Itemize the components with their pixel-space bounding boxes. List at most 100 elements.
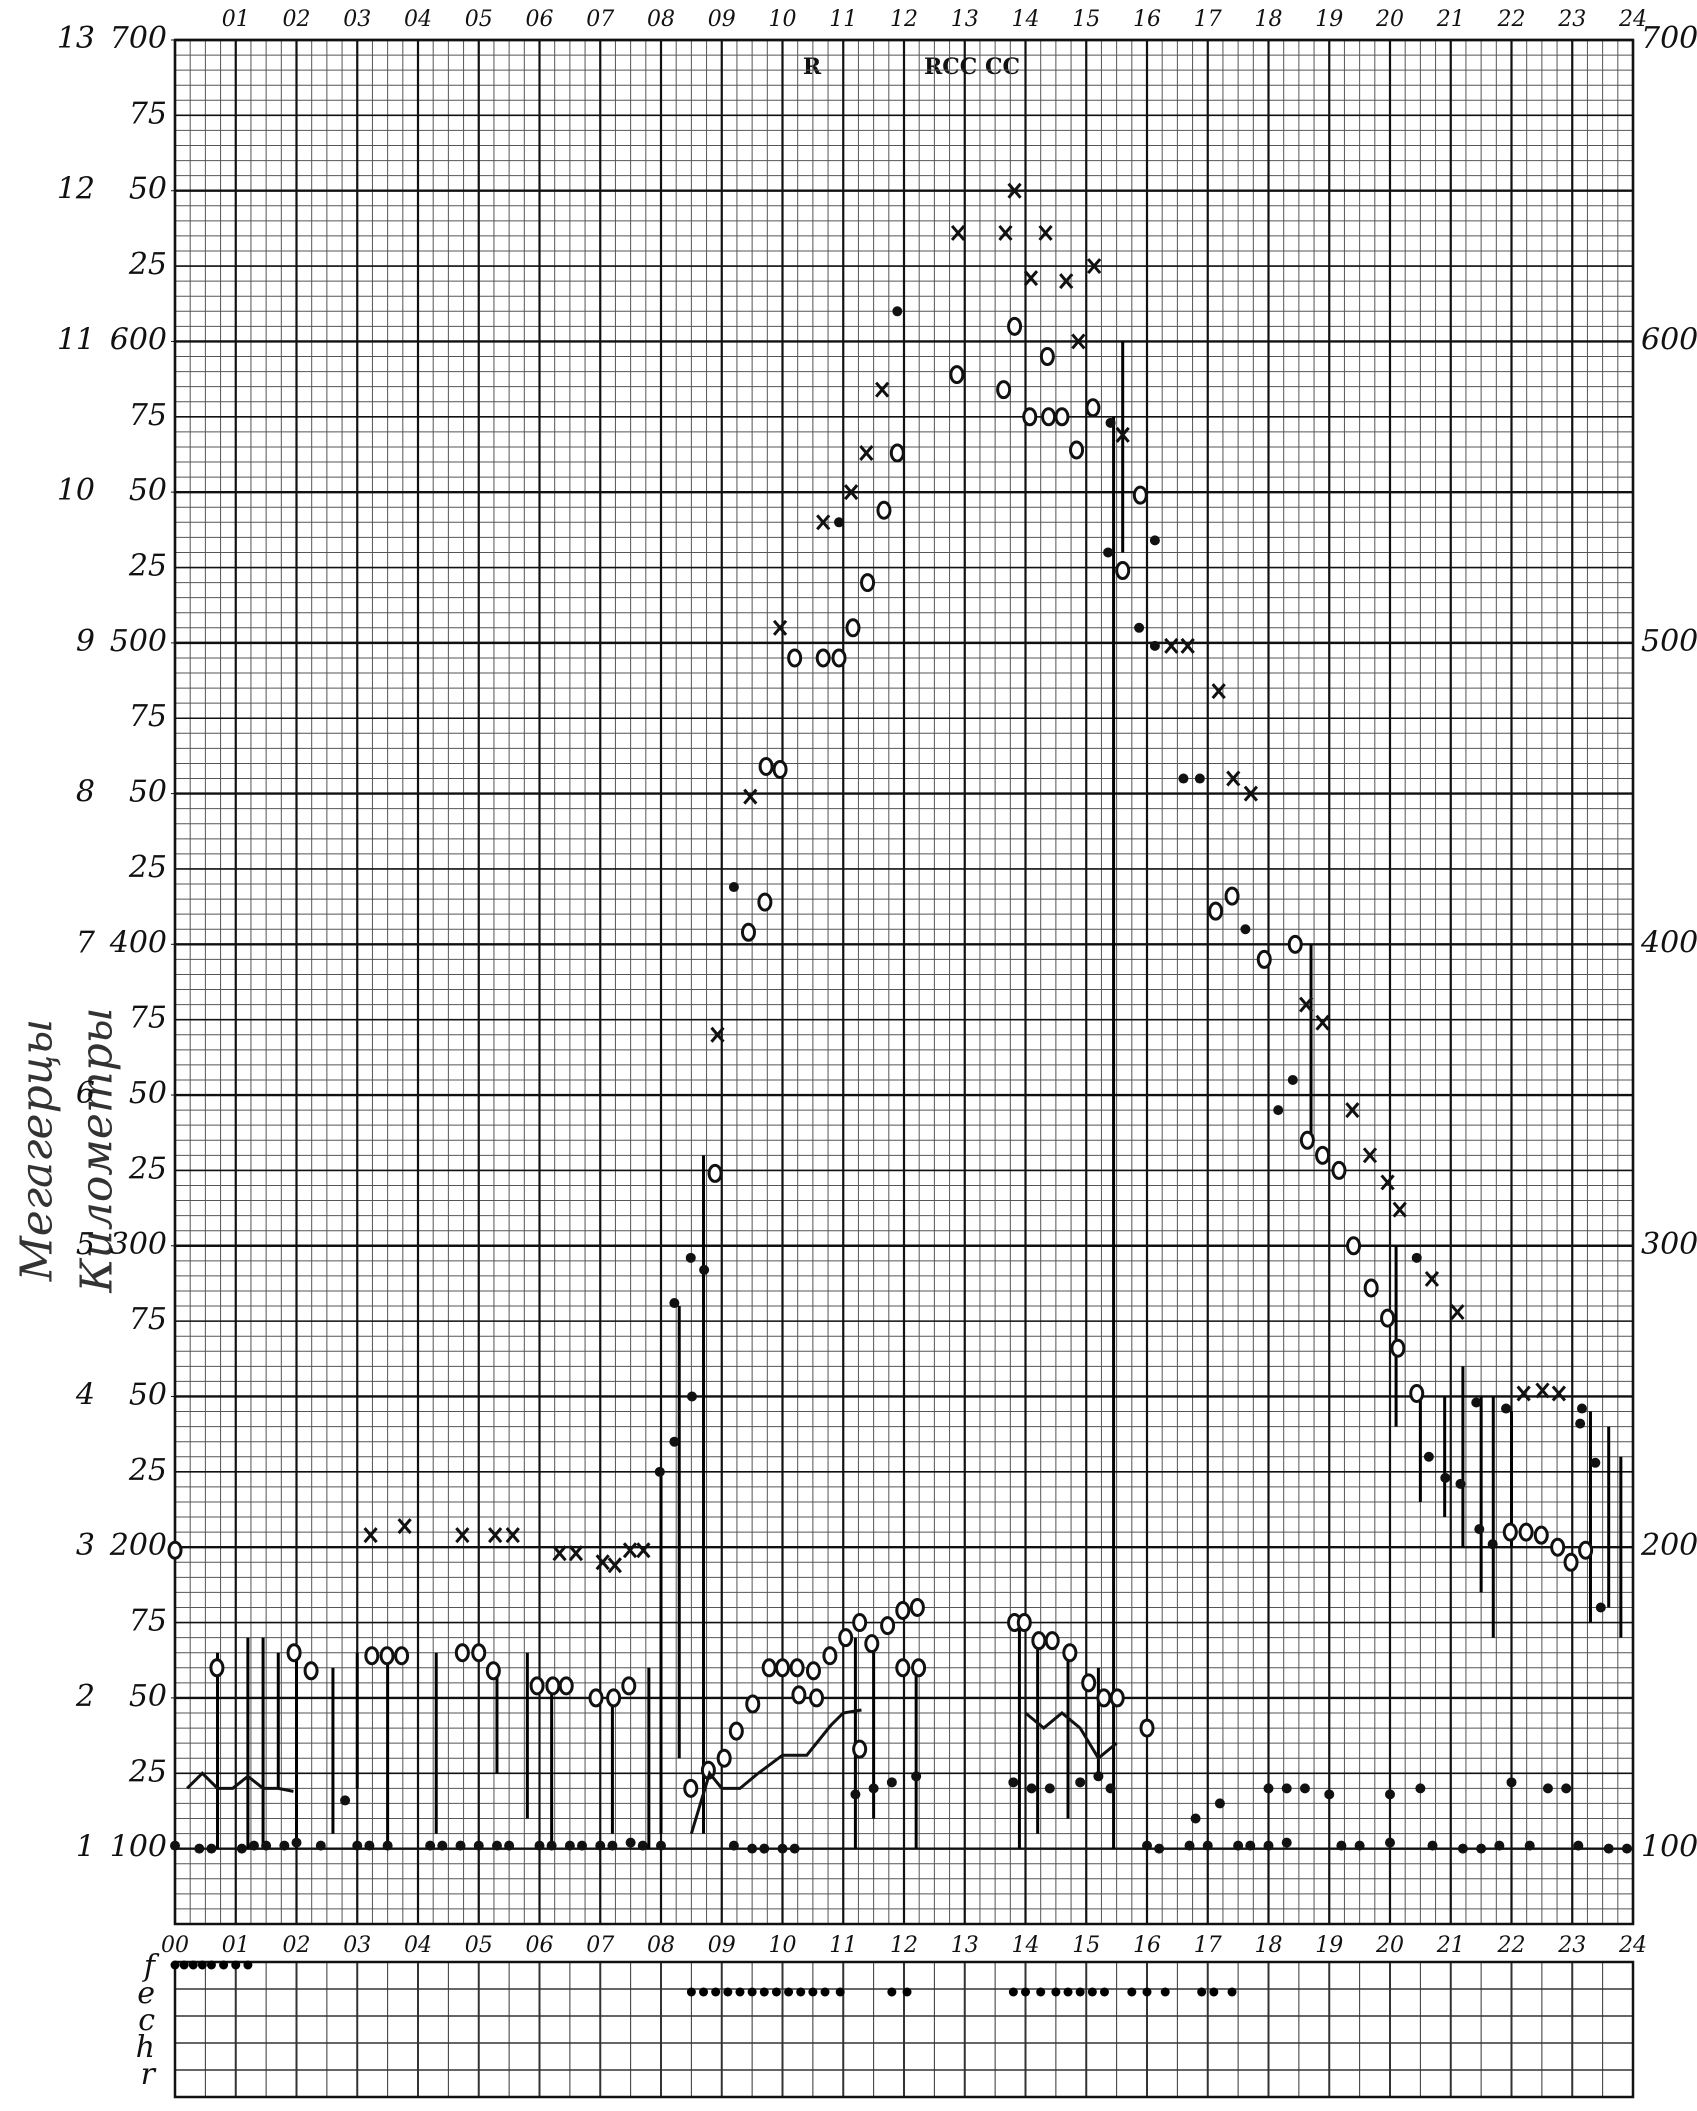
y-tick-label-right: 200 (1640, 1528, 1697, 1563)
y2-tick-label: 9 (76, 624, 95, 659)
circle-marker (789, 1658, 805, 1678)
circle-marker (1256, 949, 1272, 969)
dot-marker (1411, 1252, 1422, 1263)
cross-marker (1087, 258, 1102, 275)
cross-marker (1424, 1270, 1440, 1287)
dot-marker (637, 1840, 648, 1851)
dot-marker (833, 517, 844, 528)
strip-mark (735, 1987, 745, 1997)
circle-marker (775, 1658, 790, 1678)
x-tick-label: 08 (647, 1933, 675, 1958)
x-tick-label: 01 (222, 1933, 250, 1958)
x-tick-label: 23 (1557, 1933, 1586, 1958)
dot-marker (1214, 1798, 1225, 1809)
x-tick-label-top: 20 (1375, 7, 1404, 32)
dot-marker (1576, 1403, 1587, 1414)
circle-marker (1208, 901, 1224, 921)
strip-mark (1087, 1987, 1097, 1997)
circle-marker (1022, 407, 1038, 427)
cross-marker (568, 1545, 584, 1562)
circle-marker (716, 1748, 732, 1768)
dot-marker (1105, 417, 1116, 428)
x-tick-label-top: 22 (1497, 7, 1526, 32)
dot-marker (777, 1843, 788, 1854)
circle-marker (1563, 1552, 1579, 1572)
strip-mark (179, 1960, 189, 1970)
circle-marker (1409, 1383, 1425, 1403)
y-tick-label: 75 (129, 699, 167, 734)
dot-marker (1103, 547, 1114, 558)
y2-tick-label: 13 (57, 21, 95, 56)
dot-marker (1287, 1074, 1298, 1085)
y-tick-label-right: 400 (1640, 925, 1697, 960)
x-tick-label-top: 03 (343, 7, 371, 32)
y2-tick-label: 11 (57, 322, 95, 357)
strip-mark (747, 1987, 757, 1997)
strip-mark (1021, 1987, 1030, 1997)
x-tick-label: 15 (1072, 1933, 1100, 1958)
dot-marker (1233, 1840, 1244, 1851)
cross-marker (552, 1545, 567, 1562)
dot-marker (1524, 1840, 1535, 1851)
circle-marker (485, 1661, 501, 1681)
y-tick-label: 300 (110, 1227, 167, 1262)
x-tick-label-top: 13 (951, 7, 979, 32)
circle-marker (805, 1661, 821, 1681)
dot-marker (686, 1391, 697, 1402)
dot-marker (1178, 773, 1189, 784)
dot-marker (564, 1840, 575, 1851)
y2-tick-label: 7 (76, 925, 96, 960)
dot-marker (1324, 1789, 1335, 1800)
dot-marker (1202, 1840, 1213, 1851)
strip-mark (820, 1987, 830, 1997)
cross-marker (595, 1554, 610, 1571)
y-axis-title: Мегагерцы (12, 1019, 63, 1283)
y2-tick-label: 1 (76, 1830, 95, 1865)
dot-marker (534, 1840, 545, 1851)
dot-marker (1154, 1843, 1165, 1854)
dot-marker (1134, 622, 1145, 633)
circle-marker (558, 1676, 574, 1696)
cross-marker (363, 1527, 378, 1544)
dot-marker (1026, 1783, 1037, 1794)
x-tick-label-top: 18 (1255, 7, 1283, 32)
circle-marker (860, 573, 876, 593)
x-tick-label-top: 06 (526, 7, 554, 32)
cross-marker (636, 1542, 651, 1559)
circle-marker (1380, 1308, 1396, 1328)
dot-marker (248, 1840, 259, 1851)
dot-marker (382, 1840, 393, 1851)
circle-marker (728, 1721, 744, 1741)
circle-marker (852, 1739, 868, 1759)
circle-marker (1533, 1525, 1549, 1545)
dot-marker (656, 1840, 666, 1851)
circle-marker (1315, 1145, 1331, 1165)
dot-marker (1273, 1105, 1284, 1116)
dot-marker (1575, 1418, 1586, 1429)
circle-marker (758, 756, 774, 776)
dot-marker (759, 1843, 770, 1854)
cross-marker (844, 484, 859, 501)
y-tick-label: 600 (110, 322, 167, 357)
circle-marker (1069, 440, 1085, 460)
strip-frame (173, 1960, 1635, 2099)
dot-marker (1506, 1777, 1517, 1788)
circle-marker (996, 380, 1012, 400)
circle-marker (845, 618, 861, 638)
circle-marker (1085, 398, 1101, 418)
dot-marker (1621, 1843, 1632, 1854)
dot-marker (1281, 1837, 1292, 1848)
strip-mark (206, 1960, 216, 1970)
dot-marker (625, 1837, 636, 1848)
circle-marker (209, 1658, 225, 1678)
strip-mark (711, 1987, 721, 1997)
y-tick-label: 75 (129, 398, 167, 433)
dot-marker (669, 1298, 680, 1309)
circle-marker (911, 1658, 927, 1678)
strip-mark (835, 1987, 845, 1997)
dot-marker (1494, 1840, 1505, 1851)
y-tick-label-right: 100 (1641, 1830, 1697, 1865)
dot-marker (1245, 1840, 1256, 1851)
y2-tick-label: 6 (76, 1076, 95, 1111)
cross-marker (1007, 182, 1022, 199)
